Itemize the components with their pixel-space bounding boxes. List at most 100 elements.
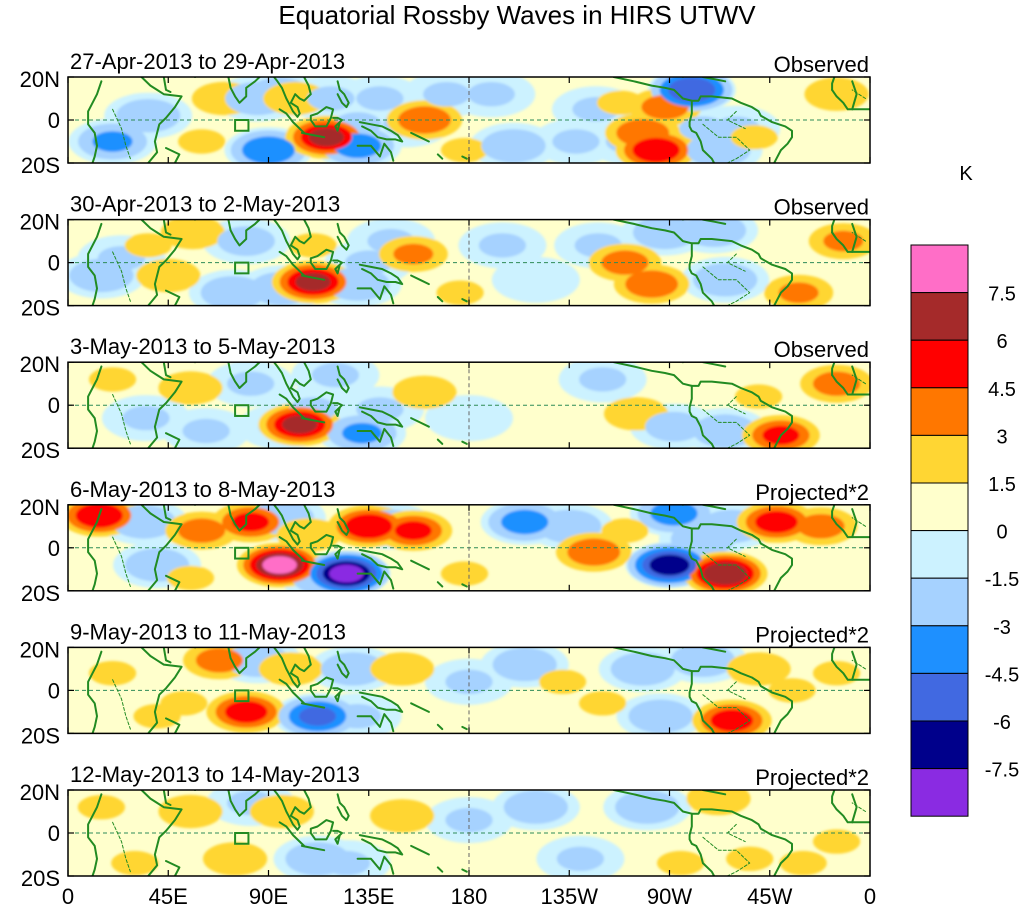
positive-anomaly bbox=[308, 128, 345, 147]
coastline bbox=[851, 793, 858, 824]
y-tick-label: 20N bbox=[20, 495, 60, 520]
colorbar-label: -7.5 bbox=[985, 760, 1019, 782]
positive-anomaly bbox=[263, 81, 328, 116]
coastline bbox=[272, 647, 312, 689]
border-line bbox=[726, 396, 746, 415]
negative-anomaly bbox=[311, 362, 359, 388]
panel-title: 3-May-2013 to 5-May-2013 bbox=[70, 334, 335, 359]
y-tick-label: 20N bbox=[20, 67, 60, 92]
negative-anomaly bbox=[501, 509, 549, 535]
coastline bbox=[688, 384, 716, 449]
positive-anomaly bbox=[398, 106, 451, 134]
negative-anomaly bbox=[116, 99, 181, 133]
negative-anomaly bbox=[615, 790, 680, 824]
negative-anomaly bbox=[552, 129, 600, 154]
map-area bbox=[68, 647, 870, 734]
contour-field bbox=[68, 77, 869, 163]
map-area bbox=[68, 219, 870, 306]
y-tick-label: 20N bbox=[20, 210, 60, 235]
coastline bbox=[278, 250, 306, 277]
coastline bbox=[309, 819, 335, 841]
positive-anomaly bbox=[370, 652, 435, 686]
positive-anomaly bbox=[124, 233, 172, 258]
coastline bbox=[336, 508, 350, 536]
coastline bbox=[309, 106, 335, 128]
positive-anomaly bbox=[804, 77, 869, 111]
coastline bbox=[300, 131, 326, 139]
border-line bbox=[702, 123, 751, 163]
coastline bbox=[336, 365, 350, 394]
coastline bbox=[300, 274, 326, 281]
coastline bbox=[831, 659, 870, 681]
border-line bbox=[112, 821, 131, 873]
coastline bbox=[831, 231, 870, 253]
border-line bbox=[112, 108, 131, 160]
coastline bbox=[436, 866, 444, 873]
negative-anomaly bbox=[356, 397, 404, 422]
negative-anomaly bbox=[122, 405, 170, 431]
positive-anomaly bbox=[370, 799, 435, 833]
positive-anomaly bbox=[436, 280, 484, 305]
ticks bbox=[67, 646, 871, 735]
coastline bbox=[226, 362, 262, 390]
reference-box bbox=[234, 261, 250, 275]
coastline bbox=[612, 219, 793, 306]
coastline bbox=[162, 647, 172, 664]
coastline bbox=[140, 362, 183, 449]
border-line bbox=[851, 89, 866, 99]
coastline bbox=[461, 583, 468, 588]
y-tick-label: 20S bbox=[21, 866, 60, 891]
positive-anomaly bbox=[262, 556, 297, 574]
positive-anomaly bbox=[730, 125, 778, 150]
colorbar-swatch bbox=[910, 577, 969, 627]
negative-anomaly bbox=[556, 846, 604, 871]
contour-field bbox=[68, 504, 858, 591]
positive-anomaly bbox=[202, 842, 268, 876]
coastlines bbox=[87, 647, 870, 734]
panel-title: 6-May-2013 to 8-May-2013 bbox=[70, 477, 335, 502]
positive-anomaly bbox=[160, 691, 208, 716]
negative-anomaly bbox=[299, 706, 337, 726]
coastline bbox=[272, 504, 312, 546]
panel: 3-May-2013 to 5-May-2013 Observed 20N 0 20S bbox=[20, 334, 871, 463]
negative-anomaly bbox=[227, 371, 275, 396]
coastline bbox=[278, 393, 306, 420]
coastline bbox=[309, 391, 335, 413]
positive-anomaly bbox=[224, 700, 268, 723]
negative-anomaly bbox=[322, 850, 371, 876]
coastline bbox=[226, 504, 262, 532]
coastline bbox=[87, 222, 103, 306]
negative-anomaly bbox=[423, 82, 471, 107]
colorbar-label: 4.5 bbox=[988, 379, 1016, 401]
coastline bbox=[831, 801, 870, 824]
x-axis: 0 45E 90E 135E 180 135W 90W 45W 0 bbox=[62, 884, 876, 909]
coastline bbox=[336, 80, 350, 109]
coastline bbox=[410, 844, 430, 856]
reference-box bbox=[234, 404, 250, 417]
coastline bbox=[300, 417, 326, 424]
border-line bbox=[851, 517, 866, 527]
negative-anomaly bbox=[491, 256, 580, 303]
x-tick-label: 135W bbox=[541, 884, 599, 909]
coastline bbox=[356, 427, 395, 448]
positive-anomaly bbox=[393, 243, 434, 265]
coastline bbox=[356, 285, 395, 305]
border-line bbox=[726, 823, 746, 843]
panel: 12-May-2013 to 14-May-2013 Projected*2 20N… bbox=[20, 762, 871, 891]
y-tick-label: 0 bbox=[48, 393, 60, 418]
coastline bbox=[851, 80, 858, 111]
panel-label: Projected*2 bbox=[755, 480, 869, 505]
positive-anomaly bbox=[703, 562, 748, 585]
border-line bbox=[112, 251, 131, 302]
contour-field bbox=[68, 219, 870, 306]
coastline bbox=[358, 548, 404, 571]
coastline bbox=[410, 274, 430, 286]
coastline bbox=[410, 131, 430, 143]
coastline bbox=[436, 581, 444, 588]
coastline bbox=[165, 574, 181, 591]
colorbar-label: 7.5 bbox=[988, 284, 1016, 306]
coastline bbox=[309, 533, 335, 556]
coastline bbox=[332, 829, 343, 845]
coastline bbox=[461, 155, 468, 160]
panel: 9-May-2013 to 11-May-2013 Projected*2 20N 0… bbox=[20, 619, 871, 748]
